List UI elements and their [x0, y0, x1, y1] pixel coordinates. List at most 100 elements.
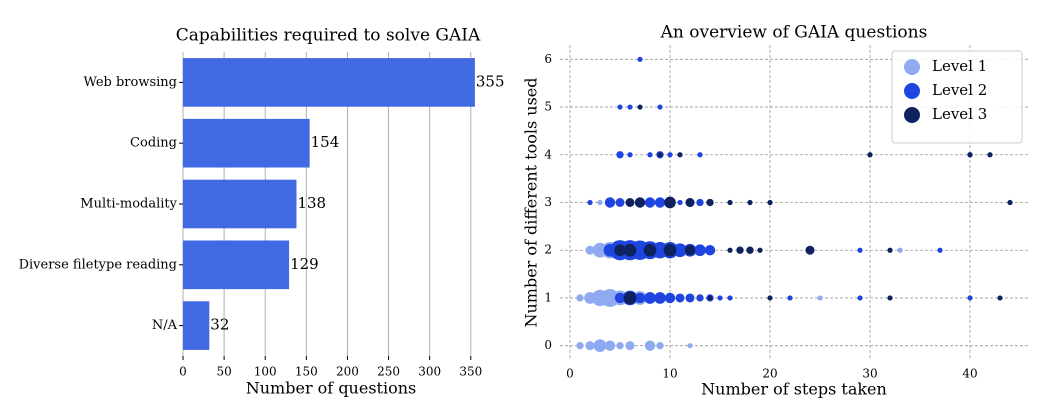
point [654, 292, 666, 304]
point [684, 245, 696, 256]
y-tick-label: 0 [544, 338, 552, 352]
point [597, 199, 603, 206]
y-tick-label: 3 [544, 195, 552, 209]
point [727, 247, 733, 253]
point [887, 247, 893, 253]
point [696, 294, 704, 302]
value-label: 129 [290, 255, 319, 273]
point [585, 245, 595, 255]
y-tick-label: 1 [544, 290, 552, 304]
point [604, 197, 616, 208]
point [654, 197, 666, 208]
point [857, 295, 863, 301]
value-label: 138 [297, 194, 326, 212]
x-tick-label: 300 [418, 365, 441, 379]
point [623, 291, 637, 305]
legend-label: Level 1 [932, 57, 987, 75]
bar [183, 301, 210, 350]
point [644, 292, 656, 304]
point [634, 292, 646, 304]
point [727, 295, 733, 301]
category-label: Diverse filetype reading [19, 257, 177, 272]
point [717, 295, 723, 301]
point [614, 292, 626, 304]
point [746, 246, 754, 254]
point [707, 295, 713, 301]
legend-marker [904, 107, 920, 123]
point [706, 198, 714, 207]
point [604, 340, 616, 351]
bar [183, 240, 290, 290]
point [576, 294, 584, 302]
value-label: 154 [311, 133, 340, 151]
point [937, 247, 943, 253]
legend: Level 1 Level 2 Level 3 [891, 50, 1023, 144]
point [967, 152, 973, 158]
point [677, 152, 683, 158]
point [644, 197, 656, 208]
point [614, 244, 626, 257]
y-tick-label: 4 [544, 147, 552, 161]
bar [183, 118, 310, 168]
category-label: Multi-modality [80, 197, 177, 212]
bar [183, 179, 297, 229]
category-label: Coding [130, 136, 177, 151]
point [616, 151, 624, 159]
x-tick-label: 150 [295, 365, 318, 379]
point [685, 293, 695, 303]
point [625, 341, 635, 351]
point [736, 246, 744, 254]
point [687, 343, 693, 349]
point [857, 247, 863, 253]
point [623, 243, 637, 257]
x-tick-label: 20 [762, 367, 777, 381]
point [787, 295, 793, 301]
category-label: Web browsing [84, 75, 177, 90]
point [675, 293, 685, 303]
point [644, 340, 656, 351]
point [616, 342, 624, 350]
point [696, 198, 704, 207]
legend-frame [891, 50, 1023, 144]
point [634, 197, 646, 208]
x-tick-label: 200 [336, 365, 359, 379]
chart-title: Capabilities required to solve GAIA [176, 26, 481, 46]
y-tick-label: 2 [544, 243, 552, 257]
point [637, 104, 643, 110]
point [767, 199, 773, 206]
bar [183, 58, 475, 107]
point [627, 152, 633, 158]
point [656, 342, 664, 350]
point [887, 295, 893, 301]
point [704, 245, 716, 256]
x-axis-label: Number of questions [246, 379, 416, 398]
x-tick-label: 100 [254, 365, 277, 379]
point [757, 247, 763, 253]
x-tick-label: 50 [216, 365, 231, 379]
point [657, 152, 663, 158]
point [677, 199, 683, 206]
point [647, 152, 653, 158]
point [747, 199, 753, 206]
point [967, 295, 973, 301]
legend-marker [904, 59, 920, 75]
point [664, 196, 676, 209]
value-label: 355 [476, 72, 505, 90]
point [627, 104, 633, 110]
point [805, 245, 815, 255]
x-tick-label: 10 [662, 367, 677, 381]
point [593, 339, 607, 353]
x-tick-label: 350 [459, 365, 482, 379]
point [987, 152, 993, 158]
point [617, 104, 623, 110]
x-axis-label: Number of steps taken [701, 380, 887, 399]
y-tick-label: 6 [544, 52, 552, 66]
point [817, 295, 823, 301]
point [643, 243, 657, 257]
point [997, 295, 1003, 301]
y-tick-label: 5 [544, 100, 552, 114]
legend-label: Level 2 [932, 81, 987, 99]
legend-marker [904, 83, 920, 99]
value-label: 32 [210, 316, 229, 334]
